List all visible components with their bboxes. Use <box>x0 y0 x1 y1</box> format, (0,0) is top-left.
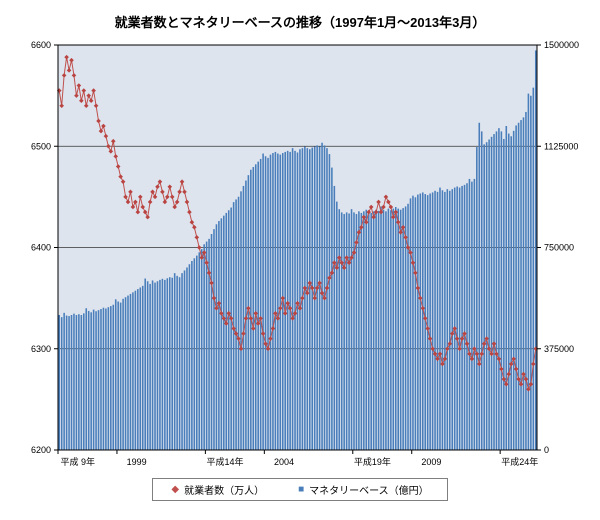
x-axis-tick-label: 1999 <box>127 457 147 467</box>
right-axis: 0 375000 750000 1125000 1500000 <box>537 40 579 455</box>
x-axis-tick-label: 2009 <box>421 457 441 467</box>
x-axis-tick-label: 平成24年 <box>501 456 538 467</box>
employment-markers <box>56 54 539 392</box>
legend-label-employment: 就業者数（万人） <box>184 486 265 497</box>
employment-diamond-icon: ◆ <box>171 483 180 495</box>
left-axis-tick-label: 6400 <box>31 243 51 253</box>
x-axis-tick-label: 2004 <box>274 457 294 467</box>
right-axis-tick-label: 0 <box>544 445 549 455</box>
legend-box: ◆ 就業者数（万人） ■ マネタリーベース（億円） <box>152 478 448 501</box>
x-axis-tick-label: 平成 9年 <box>60 456 95 467</box>
monetary-base-square-icon: ■ <box>298 483 305 495</box>
left-axis-tick-label: 6600 <box>31 40 51 50</box>
x-axis-tick-label: 平成14年 <box>206 456 243 467</box>
chart-canvas: 6200 6300 6400 6500 6600 0 375000 750000 1125000… <box>31 40 579 467</box>
left-axis: 6200 6300 6400 6500 6600 <box>31 40 58 455</box>
monetary-base-bars <box>58 50 537 451</box>
x-axis-tick-label: 平成19年 <box>354 456 391 467</box>
chart-legend: ◆ 就業者数（万人） ■ マネタリーベース（億円） <box>0 478 600 501</box>
left-axis-tick-label: 6500 <box>31 141 51 151</box>
right-axis-tick-label: 750000 <box>544 243 574 253</box>
chart-title: 就業者数とマネタリーベースの推移（1997年1月～2013年3月） <box>114 15 486 30</box>
left-axis-tick-label: 6200 <box>31 445 51 455</box>
x-axis: 平成 9年 1999 平成14年 2004 平成19年 2009 平成24年 <box>57 450 538 467</box>
left-axis-tick-label: 6300 <box>31 344 51 354</box>
right-axis-tick-label: 375000 <box>544 344 574 354</box>
right-axis-tick-label: 1500000 <box>544 40 579 50</box>
legend-item-employment: ◆ 就業者数（万人） <box>171 482 264 497</box>
right-axis-tick-label: 1125000 <box>544 141 578 151</box>
legend-item-monetary-base: ■ マネタリーベース（億円） <box>298 482 429 497</box>
legend-label-monetary-base: マネタリーベース（億円） <box>309 486 429 497</box>
